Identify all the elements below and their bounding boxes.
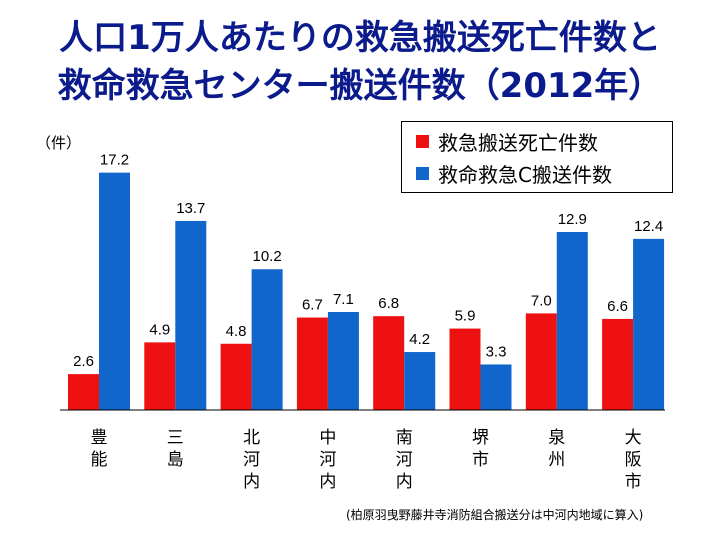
value-label-deaths-4: 6.8 <box>378 295 399 312</box>
bar-deaths-3 <box>296 317 328 410</box>
category-label-5-char-1: 市 <box>472 450 489 470</box>
bar-center-1 <box>175 220 207 410</box>
value-label-deaths-3: 6.7 <box>302 297 323 314</box>
value-label-deaths-2: 4.8 <box>226 323 247 340</box>
bar-deaths-2 <box>220 343 252 410</box>
legend-label-series-1: 救急搬送死亡件数 <box>438 130 598 155</box>
category-label-1-char-1: 島 <box>167 450 184 470</box>
category-label-2-char-1: 河 <box>243 450 260 470</box>
bar-center-3 <box>327 312 359 410</box>
value-label-center-6: 12.9 <box>558 211 587 228</box>
category-label-6-char-0: 泉 <box>548 428 565 448</box>
chart-title-line-2: 救命救急センター搬送件数（2012年） <box>57 66 663 106</box>
bar-center-7 <box>633 238 665 410</box>
footnote: (柏原羽曳野藤井寺消防組合搬送分は中河内地域に算入) <box>346 508 644 522</box>
bar-deaths-6 <box>525 313 557 410</box>
category-label-4-char-1: 河 <box>396 450 413 470</box>
bar-deaths-5 <box>449 328 481 410</box>
category-label-4-char-2: 内 <box>396 472 413 492</box>
bar-center-0 <box>99 172 130 410</box>
bar-center-4 <box>404 352 436 410</box>
category-label-2-char-0: 北 <box>243 428 260 448</box>
bar-deaths-1 <box>144 342 176 410</box>
legend-label-series-2: 救命救急C搬送件数 <box>438 162 612 187</box>
value-label-deaths-6: 7.0 <box>531 292 552 309</box>
value-label-center-4: 4.2 <box>409 331 430 348</box>
value-label-center-0: 17.2 <box>100 152 129 169</box>
category-label-2-char-2: 内 <box>243 472 260 492</box>
category-label-5-char-0: 堺 <box>472 428 489 448</box>
bar-center-5 <box>480 364 512 410</box>
category-label-7-char-2: 市 <box>625 472 642 492</box>
category-label-6-char-1: 州 <box>548 450 565 470</box>
category-label-3-char-0: 中 <box>319 428 336 448</box>
chart-title-line-1: 人口1万人あたりの救急搬送死亡件数と <box>59 18 661 58</box>
value-label-deaths-7: 6.6 <box>607 298 628 315</box>
bar-deaths-4 <box>373 316 405 410</box>
value-label-center-1: 13.7 <box>176 200 205 217</box>
category-label-3-char-2: 内 <box>319 472 336 492</box>
legend-item-series-1: 救急搬送死亡件数 <box>416 128 598 155</box>
value-label-center-3: 7.1 <box>333 291 354 308</box>
value-label-deaths-5: 5.9 <box>455 308 476 325</box>
value-label-center-2: 10.2 <box>252 248 281 265</box>
legend-swatch-red <box>416 134 429 148</box>
category-label-0-char-0: 豊 <box>91 428 108 448</box>
value-label-deaths-0: 2.6 <box>73 353 94 370</box>
category-label-7-char-0: 大 <box>625 428 642 448</box>
category-label-7-char-1: 阪 <box>625 450 642 470</box>
category-label-1-char-0: 三 <box>167 428 184 448</box>
category-label-0-char-1: 能 <box>91 450 108 470</box>
category-label-3-char-1: 河 <box>319 450 336 470</box>
category-label-4-char-0: 南 <box>396 428 413 448</box>
value-label-center-7: 12.4 <box>634 218 663 235</box>
value-label-deaths-1: 4.9 <box>149 321 170 338</box>
bar-deaths-7 <box>602 318 634 410</box>
y-axis-unit-label: （件） <box>36 134 82 152</box>
legend: 救急搬送死亡件数 救命救急C搬送件数 <box>401 121 673 193</box>
bar-deaths-0 <box>68 374 99 410</box>
bar-center-2 <box>251 269 283 410</box>
value-label-center-5: 3.3 <box>486 343 507 360</box>
legend-swatch-blue <box>416 166 429 180</box>
legend-item-series-2: 救命救急C搬送件数 <box>416 160 612 187</box>
bar-center-6 <box>556 231 588 410</box>
